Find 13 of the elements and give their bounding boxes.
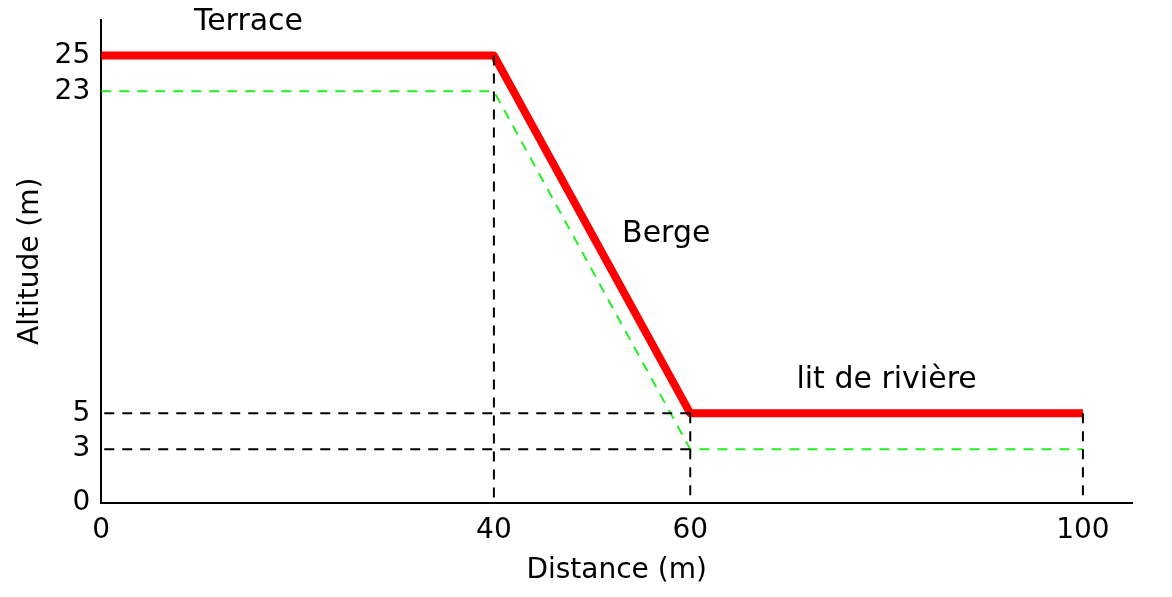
y-axis-title: Altitude (m) [12,177,46,346]
annotation: lit de rivière [796,360,977,396]
annotation: Berge [622,214,711,250]
x-tick-label: 60 [672,511,709,545]
y-tick-label: 23 [54,72,91,106]
y-tick-label: 3 [72,430,91,464]
annotation: Terrace [192,2,304,38]
y-tick-label: 25 [54,36,91,70]
x-tick-label: 40 [476,511,512,545]
y-tick-label: 5 [72,394,91,428]
y-tick-label: 0 [72,484,91,518]
x-tick-label: 100 [1056,511,1110,545]
x-axis-title: Distance (m) [526,552,707,586]
